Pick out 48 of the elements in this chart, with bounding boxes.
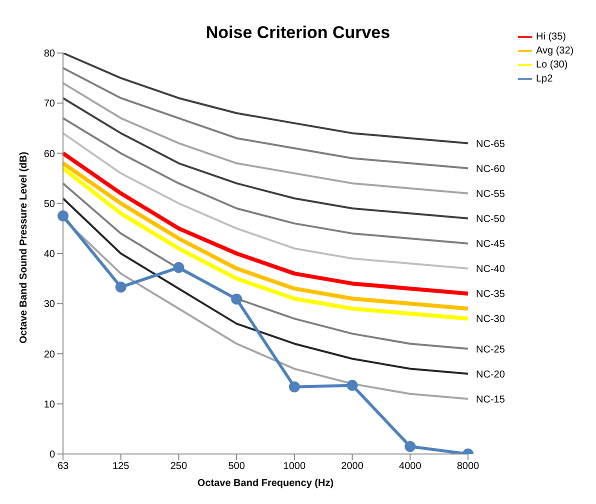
legend-label: Lp2 (536, 74, 553, 85)
line-series (62, 82, 469, 194)
annotation: NC-15 (476, 394, 506, 406)
y-tick-label: 60 (44, 148, 56, 160)
legend-label: Avg (32) (536, 46, 574, 57)
point (58, 210, 68, 222)
y-tick-label: 0 (49, 450, 56, 461)
x-tick-label: 1000 (283, 461, 306, 472)
annotation: NC-30 (476, 314, 506, 326)
annotation: NC-55 (476, 188, 506, 200)
annotation: NC-25 (476, 344, 506, 356)
x-tick-label: 4000 (399, 461, 422, 472)
line-series (62, 132, 469, 270)
y-tick-label: 10 (44, 399, 56, 410)
annotation: NC-35 (476, 289, 506, 300)
point (404, 440, 416, 452)
x-tick-label: 2000 (341, 461, 364, 472)
chart-title: Noise Criterion Curves (206, 23, 390, 42)
annotation: NC-65 (476, 138, 506, 150)
x-tick-label: 250 (170, 461, 188, 472)
legend-label: Hi (35) (536, 32, 566, 43)
point (231, 294, 242, 305)
point (173, 262, 184, 274)
annotation: NC-20 (476, 369, 506, 380)
x-tick-label: 125 (112, 461, 130, 472)
line-series (62, 197, 469, 375)
x-tick-label: 8000 (456, 461, 480, 472)
annotation: NC-50 (476, 214, 506, 225)
y-tick-label: 40 (44, 249, 56, 260)
y-tick-label: 30 (44, 299, 56, 310)
x-tick-label: 63 (57, 461, 69, 472)
point (346, 380, 358, 391)
y-tick-label: 50 (44, 198, 56, 210)
x-tick-label: 500 (228, 461, 246, 472)
legend-label: Lo (30) (536, 60, 568, 71)
line-series (62, 53, 469, 144)
y-axis-title: Octave Band Sound Pressure Level (dB) (18, 152, 30, 344)
y-tick-label: 80 (44, 48, 56, 60)
point (115, 282, 126, 293)
annotation: NC-40 (476, 264, 506, 276)
annotation: NC-60 (476, 164, 506, 175)
annotation: NC-45 (476, 239, 506, 250)
y-tick-label: 20 (44, 349, 56, 360)
point (288, 381, 300, 392)
x-axis-title: Octave Band Frequency (Hz) (197, 478, 334, 489)
line-series (62, 97, 469, 220)
y-tick-label: 70 (44, 98, 56, 110)
line-series (61, 151, 470, 296)
